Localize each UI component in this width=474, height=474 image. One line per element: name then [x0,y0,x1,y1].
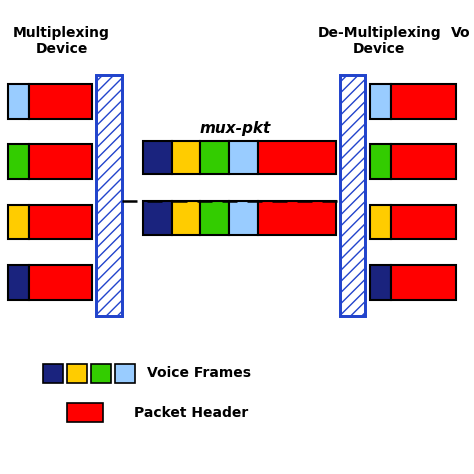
Bar [172,141,201,174]
Text: Vo: Vo [451,26,471,40]
Bar [29,265,92,300]
Bar [67,403,103,422]
Bar [29,84,92,119]
Bar [143,141,172,174]
Bar [370,205,391,239]
Bar [258,141,336,174]
Bar [391,265,456,300]
Text: mux-pkt: mux-pkt [200,120,271,136]
Bar [391,84,456,119]
Text: Multiplexing
Device: Multiplexing Device [13,26,110,56]
Bar [96,75,122,316]
Bar [9,144,29,179]
Bar [340,75,365,316]
Bar [43,364,63,383]
Bar [67,364,87,383]
Bar [143,201,172,235]
Bar [391,205,456,239]
Bar [201,141,229,174]
Bar [9,84,29,119]
Bar [29,205,92,239]
Bar [370,265,391,300]
Bar [391,144,456,179]
Bar [172,201,201,235]
Bar [370,144,391,179]
Bar [258,201,336,235]
Bar [29,144,92,179]
Bar [229,201,258,235]
Bar [9,265,29,300]
Bar [96,75,122,316]
Bar [116,364,135,383]
Bar [91,364,111,383]
Bar [229,141,258,174]
Bar [340,75,365,316]
Bar [370,84,391,119]
Text: Packet Header: Packet Header [134,406,248,420]
Bar [9,205,29,239]
Text: Voice Frames: Voice Frames [146,366,251,380]
Bar [201,201,229,235]
Text: De-Multiplexing
Device: De-Multiplexing Device [318,26,441,56]
